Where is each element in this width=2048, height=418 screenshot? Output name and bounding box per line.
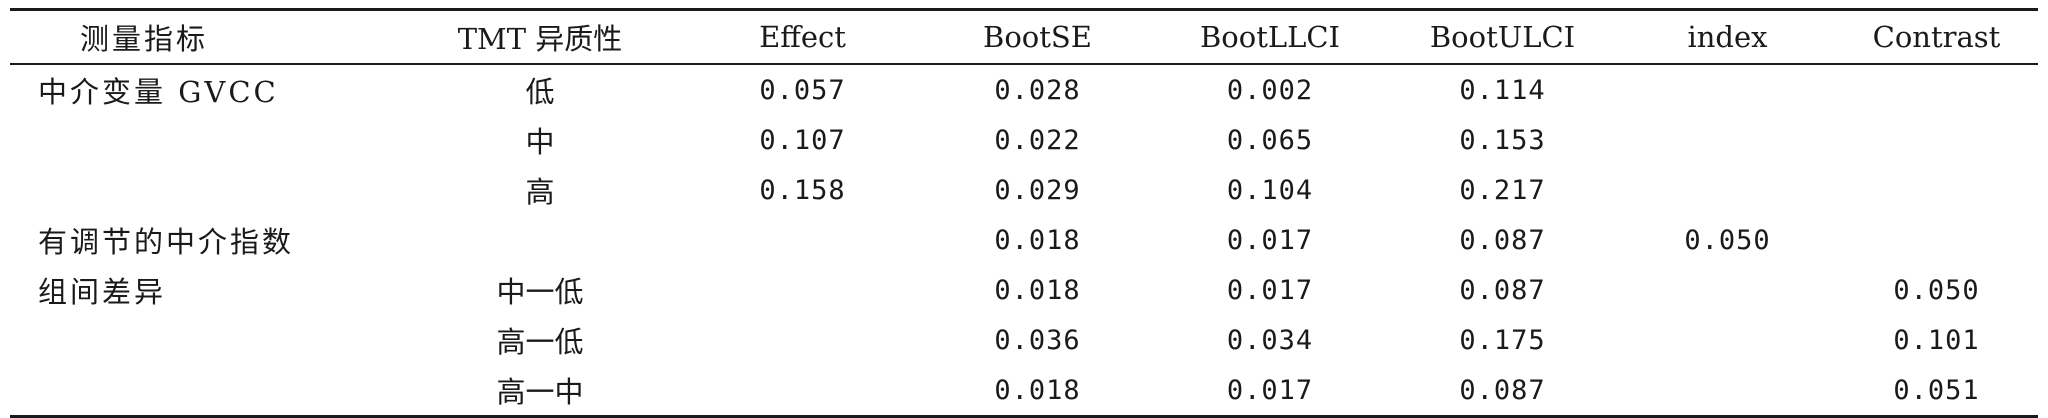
bootulci-cell: 0.087 — [1459, 224, 1546, 256]
bootulci-cell: 0.175 — [1459, 324, 1546, 356]
effect-cell — [685, 315, 920, 365]
bootulci-cell: 0.153 — [1459, 124, 1546, 156]
bootse-cell: 0.036 — [994, 324, 1081, 356]
group-cell — [395, 215, 685, 265]
results-table-container: 测量指标 TMT 异质性 Effect BootSE BootLLCI Boot… — [10, 8, 2038, 418]
bootllci-cell: 0.065 — [1226, 124, 1314, 156]
table-row: 高一低 0.036 0.034 0.175 0.101 — [10, 315, 2038, 365]
header-cell-measure: 测量指标 — [80, 22, 209, 56]
row-label — [10, 315, 395, 365]
effect-cell — [685, 365, 920, 417]
row-label: 有调节的中介指数 — [38, 225, 295, 259]
group-cell: 高一中 — [496, 375, 584, 409]
contrast-cell: 0.101 — [1893, 324, 1980, 356]
bootse-cell: 0.018 — [994, 274, 1081, 306]
contrast-cell — [1835, 64, 2038, 115]
row-label — [10, 165, 395, 215]
contrast-cell — [1835, 165, 2038, 215]
row-label — [10, 365, 395, 417]
contrast-cell: 0.050 — [1893, 274, 1980, 306]
row-label — [10, 115, 395, 165]
index-cell — [1620, 315, 1835, 365]
bootllci-cell: 0.034 — [1226, 324, 1314, 356]
effect-cell — [685, 215, 920, 265]
table-row: 中 0.107 0.022 0.065 0.153 — [10, 115, 2038, 165]
group-cell: 中 — [525, 125, 555, 159]
table-row: 高一中 0.018 0.017 0.087 0.051 — [10, 365, 2038, 417]
index-cell — [1620, 165, 1835, 215]
effect-cell: 0.107 — [759, 124, 846, 156]
index-cell — [1620, 365, 1835, 417]
row-label: 组间差异 — [38, 275, 167, 309]
row-label: 中介变量 GVCC — [38, 75, 279, 109]
table-row: 有调节的中介指数 0.018 0.017 0.087 0.050 — [10, 215, 2038, 265]
table-row: 中介变量 GVCC 低 0.057 0.028 0.002 0.114 — [10, 64, 2038, 115]
header-cell-tmt-heterogeneity: TMT 异质性 — [457, 22, 623, 56]
index-cell — [1620, 115, 1835, 165]
bootse-cell: 0.018 — [994, 374, 1081, 406]
effect-cell: 0.158 — [759, 174, 846, 206]
header-row: 测量指标 TMT 异质性 Effect BootSE BootLLCI Boot… — [10, 9, 2038, 64]
group-cell: 高一低 — [496, 325, 584, 359]
bootllci-cell: 0.104 — [1226, 174, 1314, 206]
bootllci-cell: 0.017 — [1226, 224, 1314, 256]
contrast-cell — [1835, 115, 2038, 165]
bootulci-cell: 0.217 — [1459, 174, 1546, 206]
bootse-cell: 0.028 — [994, 74, 1081, 106]
table-row: 高 0.158 0.029 0.104 0.217 — [10, 165, 2038, 215]
bootulci-cell: 0.087 — [1459, 274, 1546, 306]
header-cell-bootulci: BootULCI — [1429, 20, 1576, 54]
group-cell: 高 — [525, 175, 555, 209]
table-row: 组间差异 中一低 0.018 0.017 0.087 0.050 — [10, 265, 2038, 315]
bootse-cell: 0.018 — [994, 224, 1081, 256]
header-cell-bootllci: BootLLCI — [1199, 20, 1341, 54]
header-cell-effect: Effect — [759, 20, 846, 54]
effect-cell: 0.057 — [759, 74, 846, 106]
contrast-cell — [1835, 215, 2038, 265]
bootse-cell: 0.022 — [994, 124, 1081, 156]
mediation-results-table: 测量指标 TMT 异质性 Effect BootSE BootLLCI Boot… — [10, 8, 2038, 418]
bootllci-cell: 0.017 — [1226, 374, 1314, 406]
group-cell: 低 — [525, 75, 555, 109]
header-cell-contrast: Contrast — [1872, 20, 2001, 54]
index-cell: 0.050 — [1684, 224, 1771, 256]
header-cell-bootse: BootSE — [983, 20, 1092, 54]
group-cell: 中一低 — [496, 275, 584, 309]
bootulci-cell: 0.087 — [1459, 374, 1546, 406]
index-cell — [1620, 265, 1835, 315]
effect-cell — [685, 265, 920, 315]
bootse-cell: 0.029 — [994, 174, 1081, 206]
index-cell — [1620, 64, 1835, 115]
bootllci-cell: 0.002 — [1226, 74, 1314, 106]
header-cell-index: index — [1687, 20, 1768, 54]
bootllci-cell: 0.017 — [1226, 274, 1314, 306]
bootulci-cell: 0.114 — [1459, 74, 1546, 106]
contrast-cell: 0.051 — [1893, 374, 1980, 406]
